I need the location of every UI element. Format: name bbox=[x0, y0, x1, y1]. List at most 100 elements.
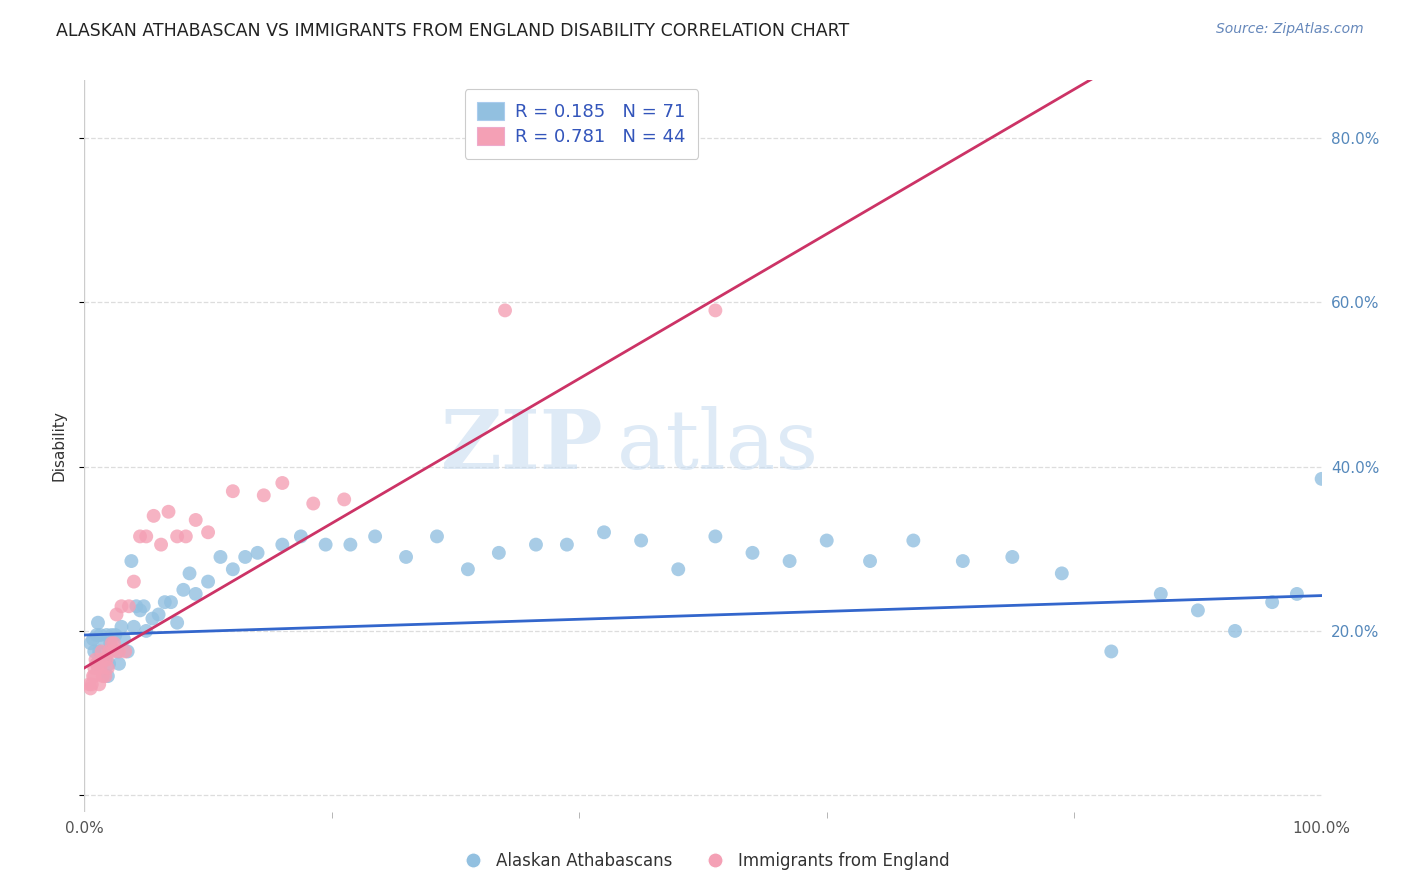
Point bbox=[426, 529, 449, 543]
Point bbox=[122, 574, 145, 589]
Point bbox=[197, 574, 219, 589]
Point bbox=[89, 653, 111, 667]
Point bbox=[290, 529, 312, 543]
Point bbox=[1187, 603, 1209, 617]
Point bbox=[197, 525, 219, 540]
Point bbox=[271, 475, 294, 490]
Point bbox=[271, 538, 294, 552]
Point bbox=[1223, 624, 1246, 638]
Point bbox=[524, 538, 547, 552]
Point bbox=[98, 657, 121, 671]
Point bbox=[112, 632, 135, 647]
Point bbox=[114, 644, 136, 658]
Point bbox=[108, 657, 131, 671]
Text: atlas: atlas bbox=[616, 406, 818, 486]
Point bbox=[118, 599, 141, 614]
Point bbox=[157, 505, 180, 519]
Point bbox=[246, 546, 269, 560]
Y-axis label: Disability: Disability bbox=[51, 410, 66, 482]
Point bbox=[101, 644, 124, 658]
Point bbox=[593, 525, 616, 540]
Point bbox=[117, 644, 139, 658]
Point bbox=[1150, 587, 1173, 601]
Point bbox=[96, 628, 118, 642]
Point bbox=[107, 644, 129, 658]
Point bbox=[79, 677, 101, 691]
Point bbox=[87, 661, 110, 675]
Point bbox=[253, 488, 276, 502]
Point bbox=[110, 599, 132, 614]
Point bbox=[333, 492, 356, 507]
Point bbox=[142, 508, 165, 523]
Point bbox=[125, 599, 148, 614]
Point bbox=[488, 546, 510, 560]
Point bbox=[89, 628, 111, 642]
Point bbox=[79, 636, 101, 650]
Point bbox=[108, 644, 131, 658]
Point bbox=[135, 529, 157, 543]
Point bbox=[86, 657, 108, 671]
Point bbox=[94, 669, 117, 683]
Point bbox=[1099, 644, 1122, 658]
Point bbox=[457, 562, 479, 576]
Point bbox=[222, 484, 245, 499]
Point bbox=[184, 587, 207, 601]
Text: Source: ZipAtlas.com: Source: ZipAtlas.com bbox=[1216, 22, 1364, 37]
Point bbox=[141, 611, 163, 625]
Point bbox=[1261, 595, 1284, 609]
Text: ZIP: ZIP bbox=[441, 406, 605, 486]
Point bbox=[952, 554, 974, 568]
Point bbox=[779, 554, 801, 568]
Point bbox=[132, 599, 155, 614]
Point bbox=[129, 529, 152, 543]
Point bbox=[129, 603, 152, 617]
Point bbox=[89, 677, 111, 691]
Point bbox=[79, 681, 101, 696]
Point bbox=[83, 661, 105, 675]
Point bbox=[94, 653, 117, 667]
Point bbox=[174, 529, 197, 543]
Point bbox=[172, 582, 194, 597]
Point bbox=[741, 546, 763, 560]
Point bbox=[86, 628, 108, 642]
Point bbox=[1050, 566, 1073, 581]
Point bbox=[89, 644, 111, 658]
Point bbox=[96, 653, 118, 667]
Legend: Alaskan Athabascans, Immigrants from England: Alaskan Athabascans, Immigrants from Eng… bbox=[450, 846, 956, 877]
Point bbox=[82, 669, 104, 683]
Point bbox=[97, 669, 120, 683]
Point bbox=[666, 562, 689, 576]
Point bbox=[1310, 472, 1333, 486]
Point bbox=[103, 636, 125, 650]
Point bbox=[104, 628, 127, 642]
Point bbox=[100, 636, 122, 650]
Point bbox=[160, 595, 183, 609]
Point bbox=[89, 661, 111, 675]
Point bbox=[315, 538, 337, 552]
Point bbox=[87, 615, 110, 630]
Point bbox=[83, 669, 105, 683]
Point bbox=[120, 554, 142, 568]
Point bbox=[90, 644, 112, 658]
Point bbox=[110, 620, 132, 634]
Point bbox=[153, 595, 176, 609]
Point bbox=[1001, 549, 1024, 564]
Point bbox=[86, 657, 108, 671]
Point bbox=[222, 562, 245, 576]
Point bbox=[166, 529, 188, 543]
Point bbox=[903, 533, 925, 548]
Point bbox=[97, 661, 120, 675]
Point bbox=[84, 653, 107, 667]
Point bbox=[135, 624, 157, 638]
Point bbox=[395, 549, 418, 564]
Point bbox=[179, 566, 201, 581]
Point bbox=[150, 538, 173, 552]
Text: ALASKAN ATHABASCAN VS IMMIGRANTS FROM ENGLAND DISABILITY CORRELATION CHART: ALASKAN ATHABASCAN VS IMMIGRANTS FROM EN… bbox=[56, 22, 849, 40]
Point bbox=[93, 636, 115, 650]
Point bbox=[98, 636, 121, 650]
Point bbox=[122, 620, 145, 634]
Point bbox=[166, 615, 188, 630]
Point bbox=[630, 533, 652, 548]
Point bbox=[859, 554, 882, 568]
Point bbox=[100, 628, 122, 642]
